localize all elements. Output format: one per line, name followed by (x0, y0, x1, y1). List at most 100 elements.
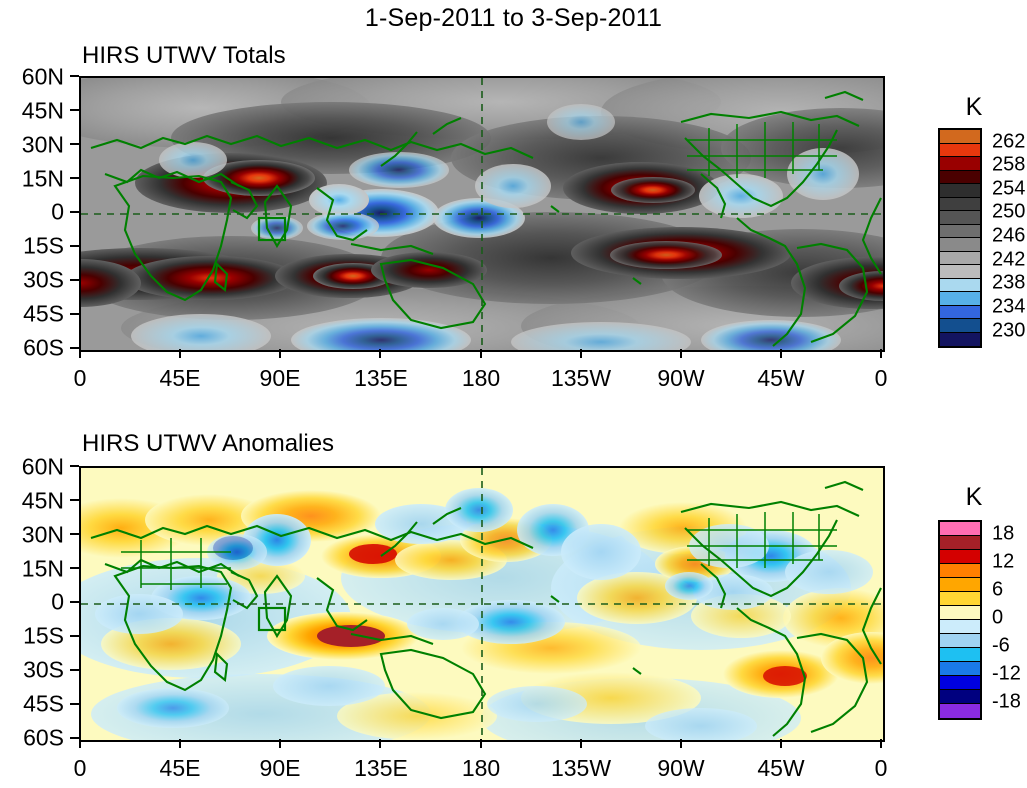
xtick-135E-totals (379, 349, 381, 358)
colorbar-tick-label-totals-8: 230 (992, 319, 1026, 341)
xtick-0-anom (79, 739, 81, 748)
figure-title: 1-Sep-2011 to 3-Sep-2011 (364, 4, 663, 32)
xtick-135W-anom (580, 739, 582, 748)
colorbar-tick-label-totals-0: 262 (992, 130, 1026, 152)
ylabel-totals-8: 60S (23, 334, 64, 361)
colorbar-band (940, 550, 980, 564)
colorbar-tick-label-totals-4: 246 (992, 224, 1026, 247)
ylabel-anom-5: 15S (23, 622, 64, 649)
xtick-135E-anom (379, 739, 381, 748)
xlabel-anom-7: 45W (757, 755, 805, 781)
ytick-30N-totals (70, 143, 79, 145)
xlabel-totals-1: 45E (159, 365, 201, 391)
xlabel-anom-4: 180 (461, 755, 501, 781)
panel-title-totals: HIRS UTWV Totals (82, 42, 286, 69)
ylabel-totals-1: 45N (21, 97, 64, 124)
xtick-0-totals (79, 349, 81, 358)
xlabel-anom-3: 135E (354, 755, 408, 781)
colorbar-band (940, 634, 980, 648)
colorbar-band (940, 592, 980, 606)
colorbar-units-totals: K (965, 93, 983, 121)
map-totals[interactable] (79, 76, 885, 352)
xlabel-totals-0: 0 (73, 365, 87, 391)
colorbar-band (940, 648, 980, 662)
colorbar-band (940, 536, 980, 550)
xlabel-anom-8: 0 (874, 755, 888, 781)
colorbar-band (940, 130, 980, 144)
map-anomalies-raster (81, 468, 883, 740)
xlabel-totals-7: 45W (757, 365, 805, 391)
ytick-15S-totals (70, 245, 79, 247)
colorbar-tick-label-anomalies-0: 18 (992, 522, 1015, 545)
ytick-15S-anom (70, 635, 79, 637)
xtick-90E-anom (279, 739, 281, 748)
xtick-180-anom (480, 739, 482, 748)
ylabel-anom-4: 0 (51, 588, 64, 615)
xlabel-totals-8: 0 (874, 365, 888, 391)
ylabel-totals-4: 0 (51, 198, 64, 225)
xlabel-totals-3: 135E (354, 365, 408, 391)
colorbar-band (940, 184, 980, 198)
ylabel-anom-3: 15N (21, 555, 64, 582)
colorbar-tick-label-totals-7: 234 (992, 295, 1026, 318)
colorbar-band (940, 238, 980, 252)
map-anomalies[interactable] (79, 466, 885, 742)
ylabel-anom-8: 60S (23, 724, 64, 751)
colorbar-band (940, 319, 980, 333)
xlabel-anom-6: 90W (657, 755, 705, 781)
colorbar-anomalies (938, 520, 982, 720)
colorbar-totals (938, 128, 982, 348)
colorbar-tick-label-totals-5: 242 (992, 248, 1026, 271)
colorbar-band (940, 662, 980, 676)
colorbar-tick-label-anomalies-6: -18 (992, 690, 1021, 713)
colorbar-band (940, 305, 980, 319)
colorbar-tick-label-totals-1: 258 (992, 153, 1026, 176)
colorbar-band (940, 143, 980, 157)
ytick-45N-totals (70, 109, 79, 111)
ylabel-totals-3: 15N (21, 165, 64, 192)
xtick-360-anom (880, 739, 882, 748)
colorbar-band (940, 564, 980, 578)
xtick-90W-totals (680, 349, 682, 358)
ylabel-anom-0: 60N (21, 453, 64, 480)
ytick-60N-anom (70, 465, 79, 467)
ytick-45N-anom (70, 499, 79, 501)
xlabel-anom-2: 90E (259, 755, 301, 781)
ytick-15N-totals (70, 177, 79, 179)
colorbar-band (940, 265, 980, 279)
ytick-0-anom (70, 601, 79, 603)
xtick-45W-totals (780, 349, 782, 358)
colorbar-tick-label-anomalies-2: 6 (992, 578, 1004, 601)
xtick-180-totals (480, 349, 482, 358)
ytick-45S-totals (70, 313, 79, 315)
colorbar-band (940, 704, 980, 718)
colorbar-band (940, 522, 980, 536)
colorbar-band (940, 620, 980, 634)
xlabel-anom-5: 135W (550, 755, 612, 781)
ylabel-anom-6: 30S (23, 656, 64, 683)
xlabel-totals-4: 180 (461, 365, 501, 391)
colorbar-tick-label-totals-3: 250 (992, 200, 1026, 223)
colorbar-tick-label-anomalies-5: -12 (992, 662, 1021, 685)
ytick-45S-anom (70, 703, 79, 705)
colorbar-units-anomalies: K (965, 483, 983, 511)
ytick-0-totals (70, 211, 79, 213)
colorbar-tick-label-anomalies-3: 0 (992, 606, 1004, 629)
ytick-60S-anom (70, 737, 79, 739)
colorbar-tick-label-totals-2: 254 (992, 177, 1026, 200)
ylabel-anom-2: 30N (21, 521, 64, 548)
xlabel-anom-0: 0 (73, 755, 87, 781)
ylabel-anom-7: 45S (23, 690, 64, 717)
ylabel-totals-5: 15S (23, 232, 64, 259)
xlabel-totals-5: 135W (550, 365, 612, 391)
ylabel-totals-2: 30N (21, 131, 64, 158)
colorbar-tick-label-anomalies-1: 12 (992, 550, 1015, 573)
colorbar-band (940, 211, 980, 225)
colorbar-band (940, 690, 980, 704)
xlabel-totals-2: 90E (259, 365, 301, 391)
xlabel-anom-1: 45E (159, 755, 201, 781)
colorbar-tick-label-totals-6: 238 (992, 271, 1026, 294)
colorbar-band (940, 278, 980, 292)
colorbar-band (940, 197, 980, 211)
